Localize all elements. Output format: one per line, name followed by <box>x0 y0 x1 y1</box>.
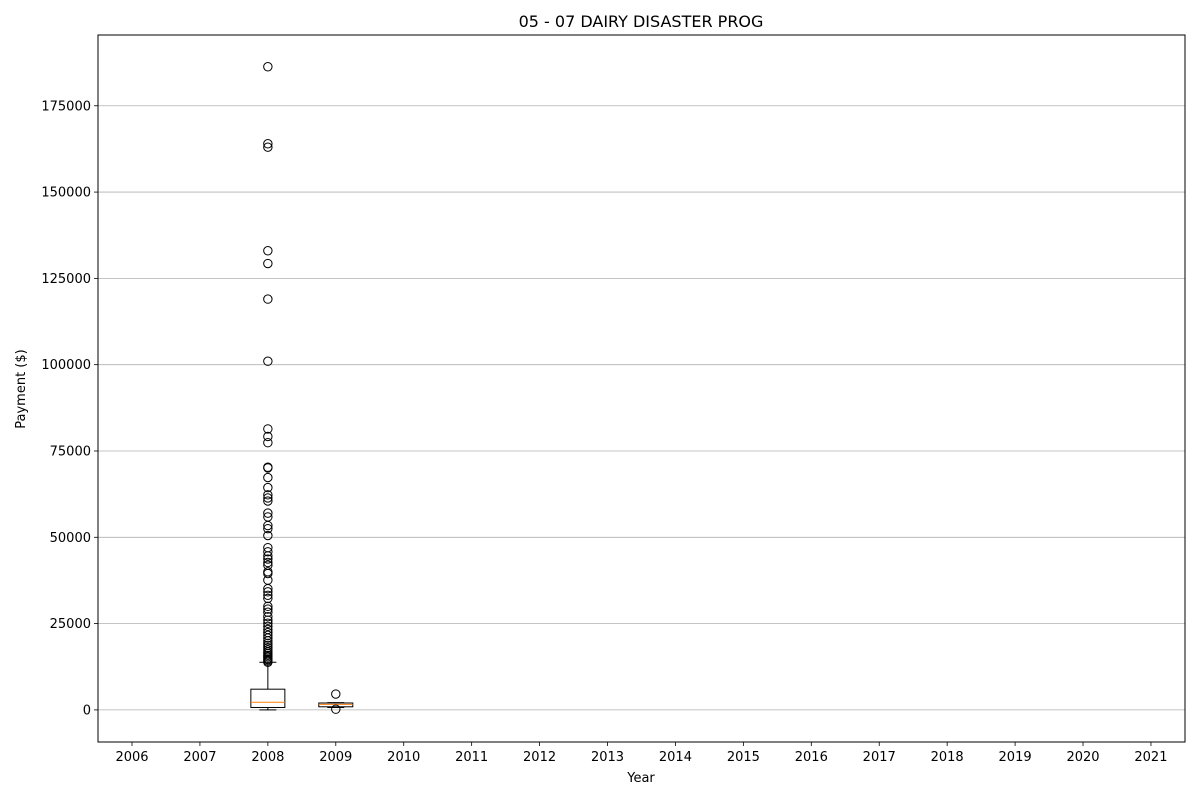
plot-frame <box>97 34 1186 743</box>
x-tick-label: 2008 <box>251 750 284 765</box>
outlier-point <box>263 557 273 568</box>
chart-title: 05 - 07 DAIRY DISASTER PROG <box>519 12 764 31</box>
outlier-point <box>263 554 273 564</box>
y-tick-label: 50000 <box>50 531 91 546</box>
outlier-point <box>263 630 273 641</box>
outlier-point <box>263 643 273 653</box>
y-axis-label: Payment ($) <box>14 349 29 428</box>
x-tick-label: 2020 <box>1066 750 1099 765</box>
outlier-point <box>263 508 273 518</box>
outlier-point <box>263 246 273 256</box>
outlier-point <box>263 462 273 472</box>
outlier-point <box>331 689 341 699</box>
outlier-point <box>263 62 273 72</box>
outlier-point <box>263 493 273 503</box>
y-axis: 0 25000 50000 75000 100000 125000 150000 175000 <box>41 99 98 718</box>
outlier-point <box>263 431 273 442</box>
outlier-point <box>263 258 273 269</box>
outlier-point <box>263 611 273 622</box>
x-tick-label: 2009 <box>319 750 352 765</box>
y-tick-label: 100000 <box>41 358 91 373</box>
box-plot-2009 <box>318 689 354 714</box>
x-tick-label: 2015 <box>727 750 760 765</box>
outlier-point <box>263 496 273 506</box>
outlier-point <box>263 587 273 597</box>
outlier-point <box>263 604 273 614</box>
box <box>250 688 286 708</box>
outlier-point <box>263 547 273 557</box>
outlier-point <box>263 424 273 434</box>
grid <box>98 105 1185 711</box>
y-tick-label: 150000 <box>41 186 91 201</box>
y-tick-label: 0 <box>83 703 91 718</box>
outlier-point <box>263 512 273 522</box>
y-tick-label: 175000 <box>41 99 91 114</box>
outlier-point <box>263 437 273 448</box>
outlier-point <box>263 530 273 541</box>
y-tick-label: 75000 <box>50 444 91 459</box>
outlier-point <box>263 618 273 628</box>
x-tick-label: 2018 <box>931 750 964 765</box>
x-tick-label: 2021 <box>1134 750 1167 765</box>
box-plots <box>250 62 354 714</box>
outlier-point <box>263 542 273 553</box>
outlier-point <box>263 607 273 617</box>
outlier-point <box>331 704 341 714</box>
outlier-point <box>263 294 273 304</box>
x-tick-label: 2017 <box>863 750 896 765</box>
outlier-point <box>263 627 273 638</box>
outlier-point <box>263 482 273 493</box>
x-tick-label: 2013 <box>591 750 624 765</box>
x-axis: 2006 2007 2008 2009 2010 2011 2012 2013 2014 2015… <box>115 742 1167 765</box>
x-tick-label: 2016 <box>795 750 828 765</box>
outlier-point <box>263 523 273 534</box>
x-tick-label: 2019 <box>999 750 1032 765</box>
outlier-point <box>263 593 273 604</box>
x-tick-label: 2012 <box>523 750 556 765</box>
outlier-point <box>263 590 273 600</box>
x-tick-label: 2010 <box>387 750 420 765</box>
outlier-point <box>263 472 273 483</box>
outlier-point <box>263 624 273 635</box>
x-tick-label: 2006 <box>115 750 148 765</box>
box <box>318 702 354 708</box>
outlier-point <box>263 621 273 632</box>
x-axis-label: Year <box>626 771 655 786</box>
x-tick-label: 2011 <box>455 750 488 765</box>
outlier-point <box>263 490 273 500</box>
x-tick-label: 2007 <box>183 750 216 765</box>
outlier-point <box>263 139 273 149</box>
outlier-point <box>263 560 273 570</box>
x-tick-label: 2014 <box>659 750 692 765</box>
outlier-point <box>263 142 273 152</box>
y-tick-label: 125000 <box>41 272 91 287</box>
outlier-point <box>263 356 273 366</box>
box-plot-2008 <box>250 62 286 711</box>
y-tick-label: 25000 <box>50 617 91 632</box>
outlier-point <box>263 567 273 577</box>
